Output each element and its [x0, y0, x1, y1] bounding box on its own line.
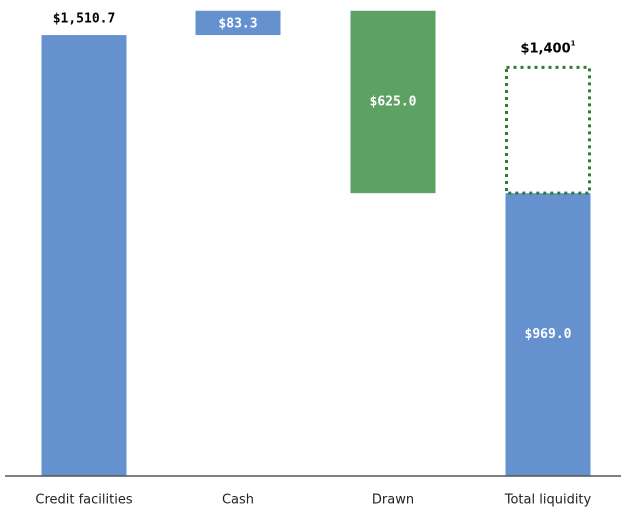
bar — [350, 10, 436, 194]
bar — [505, 193, 591, 476]
bar — [41, 35, 127, 476]
value-label: $1,510.7 — [53, 12, 116, 27]
x-tick-label: Credit facilities — [35, 493, 132, 508]
bar — [195, 10, 281, 36]
value-label: $625.0 — [370, 94, 417, 109]
value-label: $83.3 — [218, 16, 257, 31]
target-box — [505, 65, 591, 195]
target-label-text: $1,400 — [520, 41, 570, 56]
target-label: $1,4001 — [520, 39, 575, 56]
value-label: $969.0 — [525, 327, 572, 342]
target-footnote: 1 — [571, 39, 576, 47]
x-tick-label: Drawn — [372, 493, 414, 508]
x-tick-label: Cash — [222, 493, 254, 508]
x-tick-label: Total liquidity — [504, 493, 592, 508]
